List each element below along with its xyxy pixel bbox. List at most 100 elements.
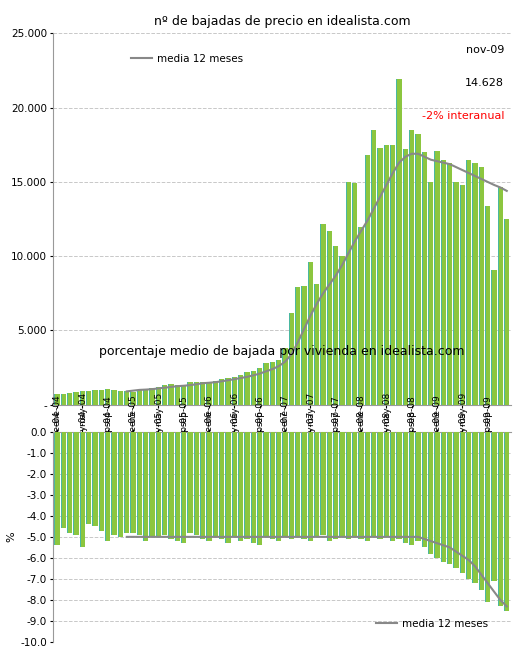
Bar <box>434 151 440 405</box>
Title: nº de bajadas de precio en idealista.com: nº de bajadas de precio en idealista.com <box>154 15 410 28</box>
Bar <box>365 155 370 405</box>
Bar <box>296 288 300 405</box>
Bar <box>150 432 155 537</box>
Bar <box>93 390 98 405</box>
Bar <box>265 432 269 537</box>
Bar <box>301 432 307 539</box>
Bar <box>308 432 313 541</box>
Bar <box>327 231 332 405</box>
Bar <box>416 134 421 405</box>
Bar <box>251 371 256 405</box>
Bar <box>352 183 357 405</box>
Bar <box>422 153 427 405</box>
Bar <box>99 390 104 405</box>
Bar <box>277 432 281 541</box>
Bar <box>485 432 491 602</box>
Bar <box>410 432 414 545</box>
Bar <box>194 432 199 535</box>
Bar <box>239 432 243 541</box>
Bar <box>175 432 180 541</box>
Bar <box>112 390 117 405</box>
Bar <box>182 385 187 405</box>
Text: -2% interanual: -2% interanual <box>422 112 504 121</box>
Bar <box>144 432 149 541</box>
Bar <box>334 246 338 405</box>
Bar <box>213 381 218 405</box>
Bar <box>333 246 338 405</box>
Bar <box>232 377 237 405</box>
Bar <box>365 432 370 541</box>
Bar <box>219 379 225 405</box>
Bar <box>156 387 161 405</box>
Bar <box>131 432 136 533</box>
Bar <box>435 432 440 558</box>
Bar <box>390 432 395 541</box>
Bar <box>377 148 383 405</box>
Bar <box>473 163 478 405</box>
Bar <box>499 432 503 606</box>
Bar <box>257 368 262 405</box>
Bar <box>74 392 79 405</box>
Legend: media 12 meses: media 12 meses <box>126 50 247 68</box>
Bar <box>428 182 433 405</box>
Bar <box>138 390 142 405</box>
Bar <box>245 432 250 539</box>
Bar <box>366 155 370 405</box>
Bar <box>169 432 174 539</box>
Bar <box>423 432 427 547</box>
Bar <box>309 262 313 405</box>
Bar <box>245 432 250 539</box>
Bar <box>320 432 326 535</box>
Bar <box>346 432 351 539</box>
Bar <box>472 432 478 583</box>
Bar <box>87 391 92 405</box>
Bar <box>396 80 402 405</box>
Bar <box>428 432 433 554</box>
Bar <box>232 432 237 537</box>
Bar <box>245 372 250 405</box>
Bar <box>415 134 421 405</box>
Bar <box>201 432 206 539</box>
Bar <box>86 432 92 524</box>
Bar <box>454 432 459 569</box>
Bar <box>257 432 262 545</box>
Bar <box>163 385 168 405</box>
Bar <box>245 372 250 405</box>
Bar <box>385 432 389 537</box>
Bar <box>403 432 408 543</box>
Bar <box>150 432 155 537</box>
Bar <box>131 392 136 405</box>
Bar <box>353 183 357 405</box>
Bar <box>466 160 472 405</box>
Bar <box>226 378 231 405</box>
Bar <box>409 432 414 545</box>
Bar <box>62 393 66 405</box>
Bar <box>73 432 79 535</box>
Bar <box>301 286 307 405</box>
Bar <box>232 377 237 405</box>
Bar <box>308 262 313 405</box>
Bar <box>150 389 155 405</box>
Bar <box>175 432 180 541</box>
Bar <box>492 432 497 581</box>
Bar <box>238 375 243 405</box>
Bar <box>315 284 319 405</box>
Bar <box>358 432 364 539</box>
Bar <box>480 167 484 405</box>
Bar <box>321 223 326 405</box>
Bar <box>385 145 389 405</box>
Bar <box>467 160 472 405</box>
Bar <box>100 432 104 531</box>
Bar <box>314 432 319 537</box>
Bar <box>138 432 142 535</box>
Bar <box>74 432 79 535</box>
Bar <box>461 432 465 573</box>
Bar <box>491 432 497 581</box>
Text: 14.628: 14.628 <box>465 78 504 88</box>
Bar <box>67 432 73 533</box>
Bar <box>87 432 92 524</box>
Bar <box>258 368 262 405</box>
Bar <box>441 160 446 405</box>
Bar <box>320 223 326 405</box>
Bar <box>339 256 345 405</box>
